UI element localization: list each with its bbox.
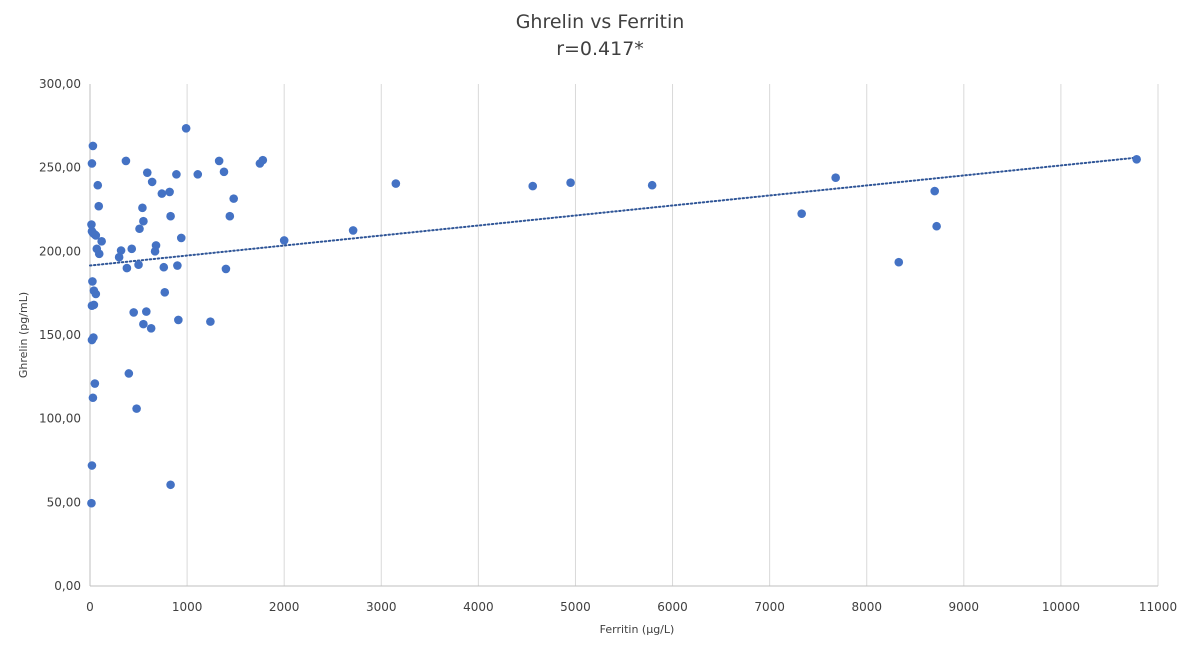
data-point [134,260,143,270]
x-tick-label: 10000 [1042,600,1080,614]
x-axis-title: Ferritin (µg/L) [600,623,675,636]
x-tick-label: 1000 [172,600,203,614]
data-point [88,277,97,286]
data-point [894,257,904,267]
data-point [127,244,137,254]
x-tick-label: 9000 [949,600,980,614]
data-point [166,211,175,221]
data-point [114,252,124,262]
data-point [193,170,203,179]
x-tick-label: 8000 [851,600,882,614]
x-tick-label: 0 [86,600,94,614]
data-point [566,178,575,188]
y-tick-label: 300,00 [39,77,81,91]
data-point [91,231,101,240]
data-point [214,156,224,166]
data-point [348,226,358,235]
data-point [831,173,840,183]
chart-subtitle: r=0.417* [556,38,644,60]
x-tick-label: 2000 [269,600,300,614]
y-tick-label: 50,00 [47,495,81,509]
data-point [391,179,401,188]
data-point [90,379,100,388]
data-point [132,404,141,413]
data-point [94,201,104,211]
data-point [135,224,144,234]
trendline [89,156,1138,267]
x-axis-tick-labels: 0 1000 2000 3000 4000 5000 6000 7000 8000 9000 100… [86,600,1177,614]
x-tick-label: 6000 [657,600,688,614]
y-tick-label: 250,00 [39,161,81,175]
y-tick-label: 100,00 [39,412,81,426]
x-tick-label: 4000 [463,600,494,614]
data-point [89,300,99,310]
data-point [129,308,138,317]
y-axis-title: Ghrelin (pg/mL) [17,292,30,378]
data-point [258,155,268,165]
data-point [930,186,939,196]
data-point [124,369,134,378]
data-point [142,168,152,177]
data-point [142,307,151,316]
data-point [138,203,147,213]
chart-title: Ghrelin vs Ferritin [516,11,685,33]
data-point [159,262,169,272]
data-point [146,324,156,333]
data-point [151,241,161,250]
data-point [1132,155,1141,164]
trendline-group [89,156,1138,267]
y-axis-tick-labels: 0,00 50,00 100,00 150,00 200,00 250,00 300,00 [39,77,81,593]
data-point [797,209,806,218]
data-point [87,461,97,470]
data-points [87,124,1141,508]
data-point [176,233,186,243]
data-point [88,393,98,403]
data-point [181,124,191,133]
data-point [94,249,104,259]
x-tick-label: 7000 [754,600,785,614]
data-point [174,315,183,325]
data-point [87,159,97,168]
data-point [93,180,103,190]
data-point [173,261,182,270]
data-point [139,319,148,329]
data-point [219,167,229,177]
data-point [97,236,106,246]
data-point [139,216,148,226]
data-point [279,236,289,245]
data-point [89,333,98,342]
data-point [647,180,657,190]
data-point [166,480,175,490]
x-tick-label: 3000 [366,600,397,614]
data-point [165,187,174,197]
data-point [206,317,215,326]
x-tick-label: 5000 [560,600,591,614]
data-point [116,246,126,255]
data-point [172,170,181,179]
data-point [221,264,231,274]
data-point [229,194,238,203]
data-point [160,288,170,297]
data-point [528,181,538,191]
data-point [147,177,157,187]
y-tick-label: 150,00 [39,328,81,342]
y-tick-label: 200,00 [39,244,81,258]
data-point [87,498,96,508]
x-tick-label: 11000 [1139,600,1177,614]
data-point [225,211,235,221]
data-point [91,289,101,299]
axes [89,84,1158,587]
data-point [122,263,132,273]
gridlines [186,84,1159,586]
data-point [87,220,96,229]
data-point [88,141,98,151]
data-point [157,189,167,198]
data-point [932,221,941,231]
y-tick-label: 0,00 [54,579,81,593]
data-point [121,156,131,166]
